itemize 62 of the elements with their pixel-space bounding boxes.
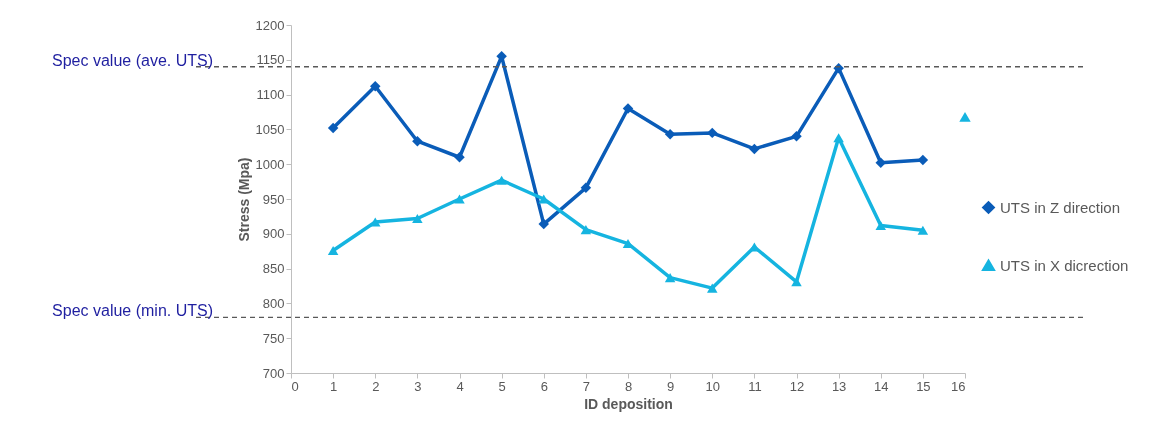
ref-line-label: Spec value (min. UTS) xyxy=(52,302,213,320)
point xyxy=(917,225,929,235)
point xyxy=(833,133,844,143)
legend-label: UTS in Z direction xyxy=(1000,198,1121,216)
point xyxy=(580,182,592,194)
x-tick-label: 6 xyxy=(540,378,548,394)
x-tick-label: 3 xyxy=(414,378,422,394)
y-tick-label: 900 xyxy=(262,226,285,242)
y-axis-title: Stress (Mpa) xyxy=(235,157,252,242)
point xyxy=(412,135,423,147)
x-tick-label: 0 xyxy=(291,378,299,394)
point xyxy=(454,194,465,204)
point xyxy=(580,225,592,235)
legend-label: UTS in X dicrection xyxy=(1000,256,1129,274)
point xyxy=(791,131,802,142)
x-tick-label: 5 xyxy=(498,378,506,394)
y-tick-label: 1200 xyxy=(255,17,285,33)
x-axis-title: ID deposition xyxy=(584,395,673,412)
x-tick-label: 15 xyxy=(916,378,931,394)
point xyxy=(749,143,760,155)
point xyxy=(875,220,886,230)
point xyxy=(707,283,718,293)
x-tick-label: 16 xyxy=(951,378,966,394)
point xyxy=(664,129,676,140)
x-tick-label: 12 xyxy=(789,378,805,394)
y-tick-label: 700 xyxy=(262,365,285,381)
point xyxy=(664,273,676,283)
y-tick-label: 800 xyxy=(262,295,285,311)
point xyxy=(327,245,339,256)
ref-line-label: Spec value (ave. UTS) xyxy=(52,51,213,69)
x-tick-label: 11 xyxy=(748,378,762,394)
point xyxy=(412,213,423,224)
point xyxy=(622,103,634,114)
point xyxy=(791,277,802,287)
x-tick-label: 4 xyxy=(456,378,464,394)
y-tick-label: 1150 xyxy=(256,52,285,68)
y-tick-label: 1000 xyxy=(255,156,285,172)
x-tick-label: 9 xyxy=(667,378,675,394)
point xyxy=(917,154,929,166)
point xyxy=(833,62,844,74)
y-tick-label: 750 xyxy=(262,330,285,346)
point xyxy=(875,157,886,169)
point xyxy=(538,194,549,204)
x-tick-label: 2 xyxy=(372,378,380,394)
point xyxy=(327,122,339,134)
y-tick-label: 1100 xyxy=(256,87,285,103)
x-tick-label: 13 xyxy=(831,378,847,394)
point xyxy=(707,127,718,139)
x-tick-label: 7 xyxy=(582,378,590,394)
point xyxy=(370,217,381,227)
x-tick-label: 10 xyxy=(705,378,720,394)
point xyxy=(370,81,381,92)
x-tick-label: 14 xyxy=(874,378,889,394)
point xyxy=(454,152,465,163)
point xyxy=(959,111,971,122)
x-tick-label: 8 xyxy=(624,378,633,394)
x-tick-label: 1 xyxy=(330,378,338,394)
point xyxy=(538,218,549,230)
y-tick-label: 850 xyxy=(262,261,285,277)
y-tick-label: 950 xyxy=(262,191,285,207)
y-tick-label: 1050 xyxy=(255,121,285,137)
point xyxy=(496,175,507,185)
